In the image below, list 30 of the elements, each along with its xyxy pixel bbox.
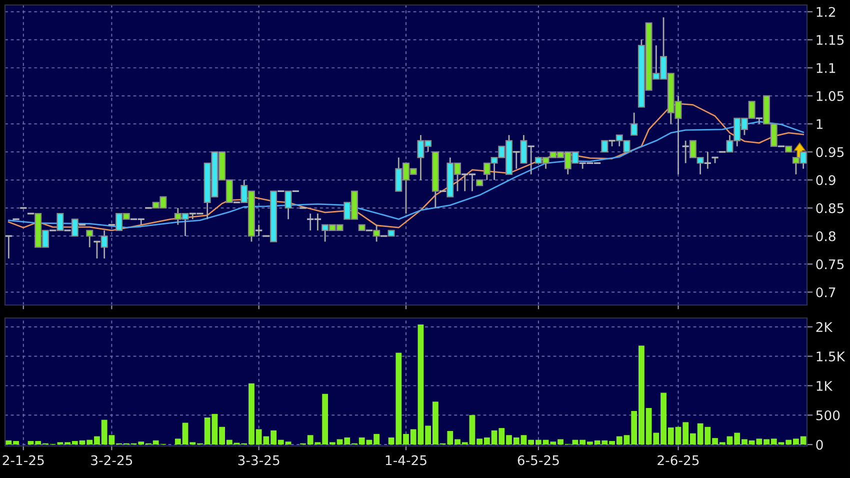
candlestick bbox=[56, 213, 64, 231]
x-tick-label: 2-6-25 bbox=[658, 455, 699, 466]
y-tick-label: 0.8 bbox=[816, 231, 836, 242]
y-tick-label: 1.5K bbox=[816, 352, 846, 362]
y-tick-label: 1.15 bbox=[816, 35, 844, 45]
y-tick-label: 0.9 bbox=[816, 175, 836, 186]
candlestick bbox=[71, 218, 78, 237]
y-tick-label: 500 bbox=[816, 410, 840, 420]
y-tick-label: 0.85 bbox=[816, 203, 844, 214]
y-tick-label: 1.05 bbox=[816, 91, 844, 102]
y-tick-label: 1.1 bbox=[816, 63, 836, 73]
y-tick-label: 1K bbox=[816, 381, 833, 391]
y-tick-label: 0 bbox=[816, 440, 823, 450]
x-tick-label: 1-4-25 bbox=[386, 455, 426, 466]
candlestick bbox=[92, 240, 102, 260]
y-tick-label: 0.95 bbox=[816, 147, 844, 158]
y-tick-label: 1 bbox=[816, 119, 823, 129]
x-tick-label: 3-3-25 bbox=[238, 455, 280, 466]
y-tick-label: 0.75 bbox=[816, 259, 844, 270]
candlestick bbox=[86, 230, 94, 248]
x-tick-label: 6-5-25 bbox=[518, 455, 559, 466]
y-tick-label: 2K bbox=[816, 322, 833, 332]
y-tick-label: 1.2 bbox=[816, 6, 835, 17]
candlestick bbox=[630, 112, 638, 136]
y-tick-label: 0.7 bbox=[816, 287, 836, 298]
candlestick bbox=[601, 140, 608, 152]
x-tick-label: 2-1-25 bbox=[2, 455, 44, 466]
x-tick-label: 3-2-25 bbox=[91, 455, 132, 466]
candlestick bbox=[5, 235, 13, 260]
candlestick bbox=[254, 224, 263, 237]
